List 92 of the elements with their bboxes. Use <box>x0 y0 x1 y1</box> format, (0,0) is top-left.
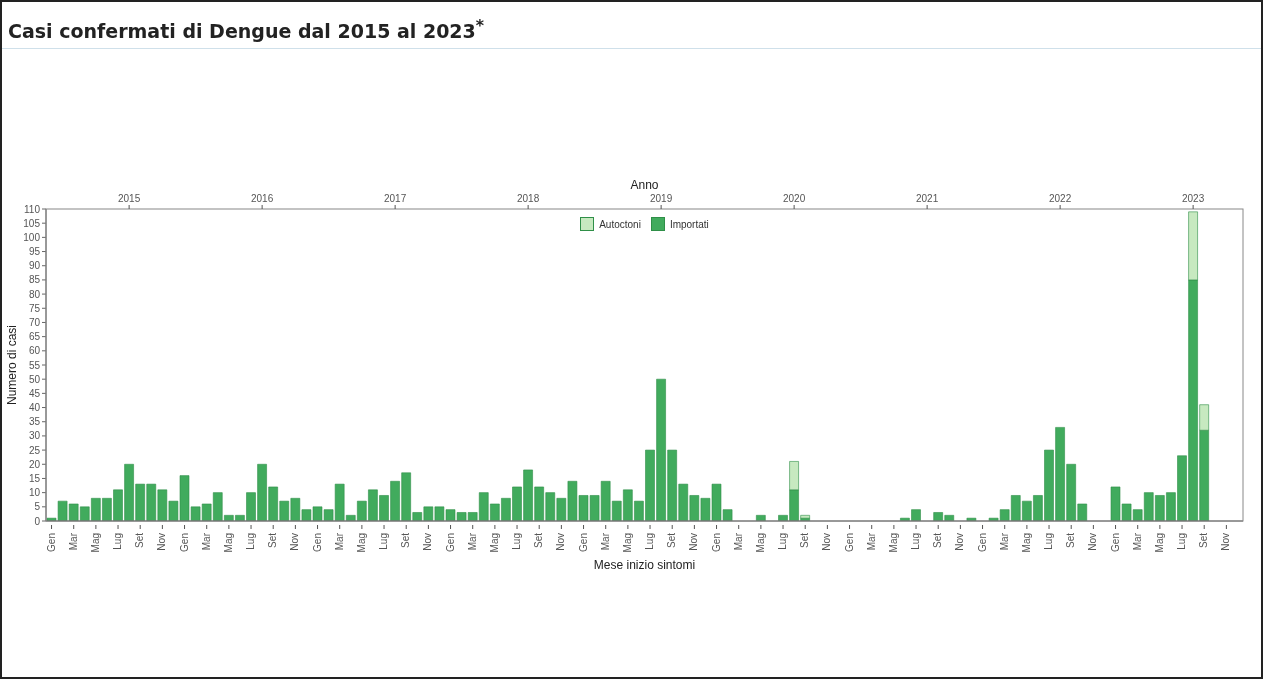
y-tick-label: 15 <box>28 473 41 484</box>
y-tick-label: 45 <box>28 387 41 399</box>
x-tick-label: Set <box>400 532 412 549</box>
x-tick-label: Nov <box>1087 533 1099 551</box>
x-tick-label: Nov <box>156 533 168 551</box>
y-tick-label: 75 <box>28 302 41 314</box>
x-tick-label: Lug <box>112 533 124 550</box>
x-tick-label: Gen <box>178 533 190 552</box>
x-tick-label: Mar <box>599 532 611 551</box>
x-tick-label: Lug <box>245 533 257 550</box>
y-tick-label: 50 <box>28 373 41 385</box>
x2-tick-label: 2019 <box>650 193 673 204</box>
x-tick-label: Lug <box>378 533 390 550</box>
x-tick-label: Set <box>533 532 545 549</box>
x2-tick-label: 2018 <box>517 193 540 204</box>
x-tick-label: Mar <box>466 532 478 551</box>
x-tick-label: Mar <box>200 532 212 551</box>
y-tick-label: 60 <box>28 345 41 357</box>
x-axis-title: Mese inizio sintomi <box>593 558 696 572</box>
y-tick-label: 85 <box>28 274 41 286</box>
x-tick-label: Set <box>267 532 279 549</box>
x-tick-label: Mag <box>754 533 766 553</box>
x-tick-label: Set <box>666 532 678 549</box>
x-tick-label: Mar <box>732 532 744 551</box>
y-tick-label: 10 <box>28 487 41 499</box>
x-tick-label: Gen <box>444 533 456 552</box>
y-tick-label: 90 <box>28 260 41 272</box>
y-tick-label: 5 <box>34 501 41 513</box>
x-tick-label: Mag <box>355 533 367 553</box>
y-tick-label: 0 <box>34 515 41 527</box>
x-tick-label: Mag <box>887 533 899 553</box>
x2-tick-label: 2020 <box>783 193 806 204</box>
x-tick-label: Mag <box>621 533 633 553</box>
x-tick-label: Set <box>1198 532 1210 549</box>
y-tick-label: 80 <box>28 288 41 300</box>
x-tick-label: Gen <box>45 533 57 552</box>
y-tick-label: 55 <box>28 359 41 371</box>
x-tick-label: Mag <box>488 533 500 553</box>
y-axis-title: Numero di casi <box>5 324 20 406</box>
y-tick-label: 20 <box>28 458 41 470</box>
x-tick-label: Nov <box>821 533 833 551</box>
x-tick-label: Lug <box>1176 533 1188 550</box>
x-tick-label: Mag <box>1153 533 1165 553</box>
x2-tick-label: 2022 <box>1049 193 1072 204</box>
x-tick-label: Gen <box>843 533 855 552</box>
x-tick-label: Lug <box>511 533 523 550</box>
legend-label: Importati <box>669 218 709 230</box>
x-tick-label: Lug <box>1043 533 1055 550</box>
x-tick-label: Nov <box>422 533 434 551</box>
x-tick-label: Nov <box>954 533 966 551</box>
x-tick-label: Mar <box>998 532 1010 551</box>
x2-tick-label: 2016 <box>251 193 274 204</box>
y-tick-label: 35 <box>28 416 41 428</box>
y-tick-label: 110 <box>24 203 41 215</box>
x-tick-label: Lug <box>644 533 656 550</box>
x-tick-label: Mag <box>89 533 101 553</box>
x2-tick-label: 2017 <box>384 193 407 204</box>
x-tick-label: Mar <box>1131 532 1143 551</box>
x-tick-label: Gen <box>311 533 323 552</box>
chart-title: Casi confermati di Dengue dal 2015 al 2023$^{*}$ <box>8 16 485 43</box>
x-tick-label: Gen <box>1109 533 1121 552</box>
x-tick-label: Mar <box>67 532 79 551</box>
x-tick-label: Set <box>134 532 146 549</box>
y-tick-label: 105 <box>23 217 41 229</box>
x-tick-label: Set <box>932 532 944 549</box>
y-tick-label: 100 <box>23 231 41 243</box>
y-tick-label: 25 <box>28 444 41 456</box>
y-tick-label: 70 <box>28 317 41 328</box>
x2-tick-label: 2021 <box>916 193 939 204</box>
x-tick-label: Nov <box>289 533 301 551</box>
x-tick-label: Nov <box>688 533 700 551</box>
legend-label: Autoctoni <box>599 218 641 230</box>
x-tick-label: Lug <box>910 533 922 550</box>
x-tick-label: Mag <box>1020 533 1032 553</box>
x2-tick-label: 2015 <box>118 193 141 204</box>
x-tick-label: Mar <box>333 532 345 551</box>
x-tick-label: Set <box>1065 532 1077 549</box>
x2-axis-title: Anno <box>630 178 659 192</box>
x-tick-label: Mag <box>222 533 234 553</box>
y-tick-label: 65 <box>28 331 41 343</box>
x-tick-label: Nov <box>1220 533 1232 551</box>
x-tick-label: Mar <box>865 532 877 551</box>
x-tick-label: Set <box>799 532 811 549</box>
x-tick-label: Lug <box>777 533 789 550</box>
y-tick-label: 95 <box>28 246 41 258</box>
x-tick-label: Gen <box>577 533 589 552</box>
x-tick-label: Nov <box>555 533 567 551</box>
y-tick-label: 40 <box>28 402 41 414</box>
y-tick-label: 30 <box>28 430 41 442</box>
x-tick-label: Gen <box>710 533 722 552</box>
x-tick-label: Gen <box>976 533 988 552</box>
x2-tick-label: 2023 <box>1182 193 1205 204</box>
